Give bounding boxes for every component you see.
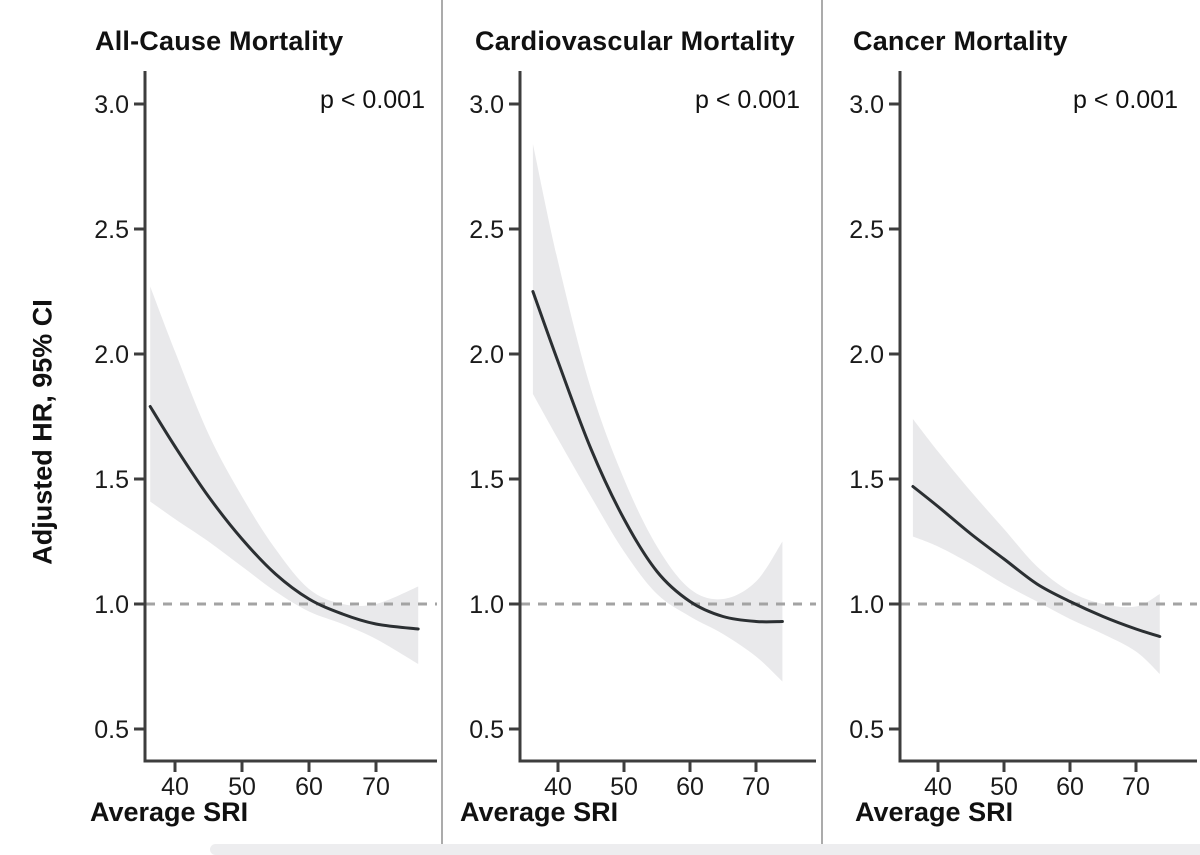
- x-tick-label: 40: [544, 773, 572, 801]
- y-tick-label: 1.0: [469, 591, 504, 619]
- y-axis-label: Adjusted HR, 95% CI: [27, 299, 58, 565]
- y-tick-label: 2.0: [94, 341, 129, 369]
- x-axis-label-cancer: Average SRI: [855, 797, 1014, 827]
- hr-fit-curve: [531, 290, 784, 624]
- x-tick-label: 60: [676, 773, 704, 801]
- y-tick-label: 0.5: [849, 716, 884, 744]
- ci-band: [912, 419, 1160, 674]
- y-tick-label: 2.5: [469, 216, 504, 244]
- panel-title-cancer: Cancer Mortality: [853, 26, 1068, 56]
- panel-title-cardiovascular: Cardiovascular Mortality: [475, 26, 795, 56]
- panel-plot-0: 3.0 2.5 2.0 1.5 1.0 0.5 40 50 60 70: [94, 71, 437, 801]
- y-tick-label: 1.0: [849, 591, 884, 619]
- y-tick-label: 0.5: [94, 716, 129, 744]
- x-tick-label: 50: [990, 773, 1018, 801]
- p-value-cardiovascular: p < 0.001: [695, 86, 800, 114]
- x-axis-label-cardiovascular: Average SRI: [460, 797, 619, 827]
- hr-fit-curve: [148, 405, 420, 631]
- y-tick-label: 2.5: [849, 216, 884, 244]
- x-tick-label: 50: [228, 773, 256, 801]
- y-tick-label: 3.0: [849, 91, 884, 119]
- p-value-all-cause: p < 0.001: [320, 86, 425, 114]
- panel-title-all-cause: All-Cause Mortality: [95, 26, 344, 56]
- ci-band: [532, 144, 783, 682]
- x-tick-label: 60: [1056, 773, 1084, 801]
- hr-fit-curve: [911, 485, 1162, 638]
- y-tick-label: 0.5: [469, 716, 504, 744]
- x-tick-label: 70: [1122, 773, 1150, 801]
- y-tick-label: 3.0: [469, 91, 504, 119]
- p-value-cancer: p < 0.001: [1073, 86, 1178, 114]
- panel-divider-right: [821, 0, 823, 855]
- x-tick-label: 50: [610, 773, 638, 801]
- x-tick-label: 40: [924, 773, 952, 801]
- x-tick-label: 70: [362, 773, 390, 801]
- y-tick-label: 2.0: [849, 341, 884, 369]
- x-tick-label: 70: [742, 773, 770, 801]
- panel-divider-left: [441, 0, 443, 855]
- y-tick-label: 2.0: [469, 341, 504, 369]
- y-tick-label: 2.5: [94, 216, 129, 244]
- y-tick-label: 1.5: [469, 466, 504, 494]
- y-tick-label: 1.5: [94, 466, 129, 494]
- y-tick-label: 1.0: [94, 591, 129, 619]
- x-tick-label: 60: [295, 773, 323, 801]
- bottom-edge-strip: [210, 844, 1200, 855]
- panel-plot-2: 3.0 2.5 2.0 1.5 1.0 0.5 40 50 60 70: [849, 71, 1197, 801]
- x-tick-label: 40: [161, 773, 189, 801]
- y-tick-label: 3.0: [94, 91, 129, 119]
- panel-plot-1: 3.0 2.5 2.0 1.5 1.0 0.5 40 50 60 70: [469, 71, 816, 801]
- y-tick-label: 1.5: [849, 466, 884, 494]
- x-axis-label-all-cause: Average SRI: [90, 797, 249, 827]
- ci-band: [150, 286, 419, 664]
